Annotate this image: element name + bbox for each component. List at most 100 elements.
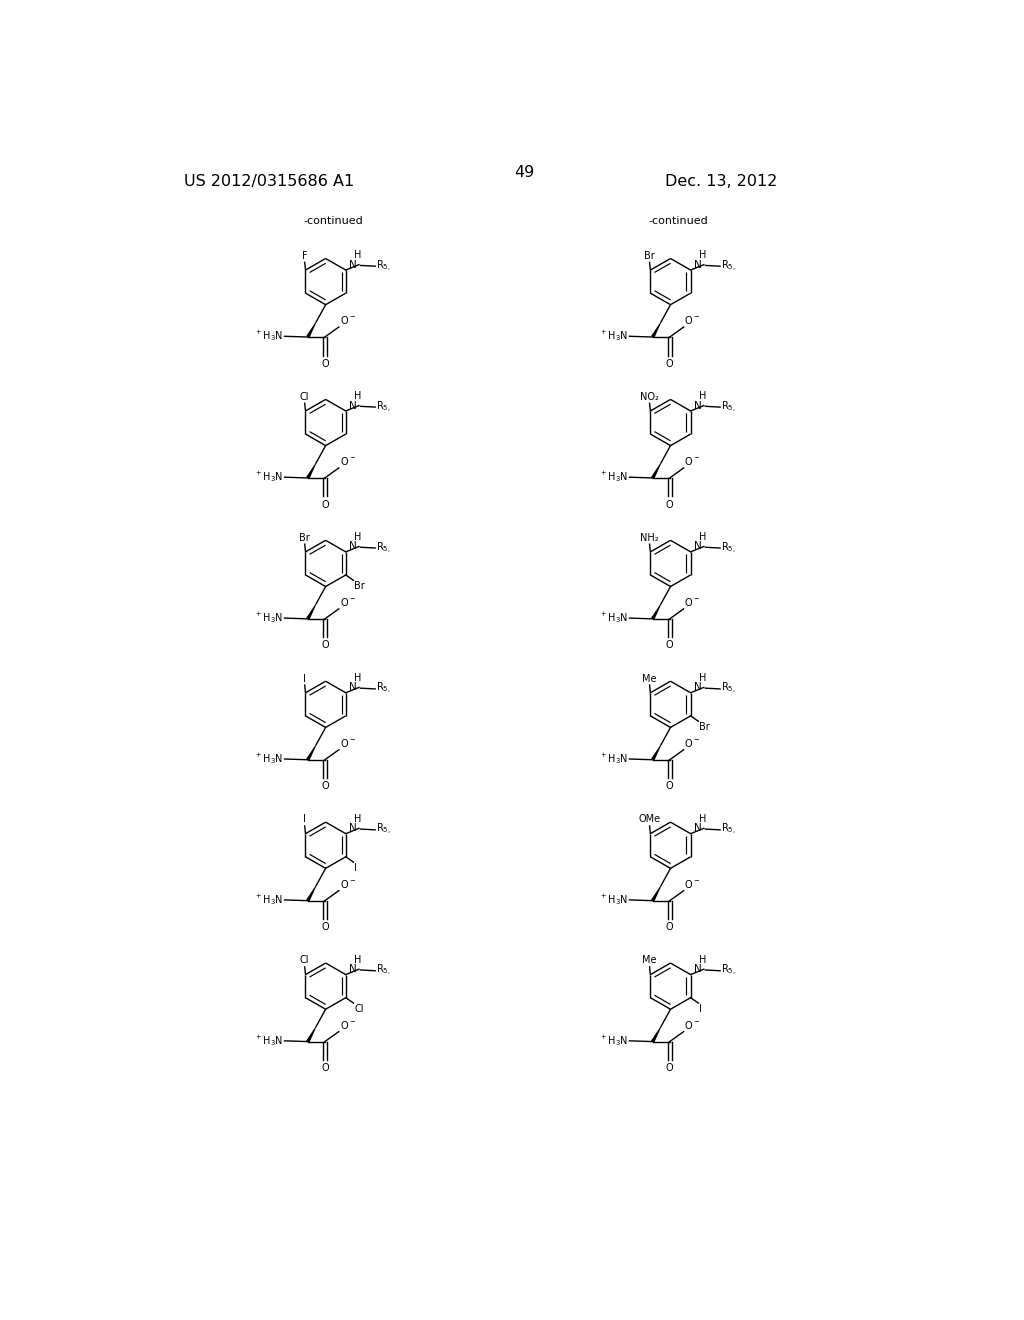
Text: R$_{5,}$: R$_{5,}$	[376, 964, 390, 978]
Text: R$_{5,}$: R$_{5,}$	[376, 400, 390, 414]
Text: R$_{5,}$: R$_{5,}$	[721, 259, 735, 273]
Text: N: N	[349, 964, 356, 974]
Text: US 2012/0315686 A1: US 2012/0315686 A1	[183, 174, 354, 189]
Polygon shape	[306, 322, 316, 338]
Text: $\mathregular{^+H_3N}$: $\mathregular{^+H_3N}$	[599, 470, 628, 484]
Text: N: N	[693, 541, 701, 552]
Text: R$_{5,}$: R$_{5,}$	[376, 681, 390, 697]
Text: R$_{5,}$: R$_{5,}$	[376, 259, 390, 273]
Text: R$_{5,}$: R$_{5,}$	[721, 540, 735, 556]
Text: Me: Me	[642, 673, 656, 684]
Text: F: F	[302, 251, 307, 261]
Text: H: H	[354, 673, 361, 682]
Text: O: O	[666, 499, 674, 510]
Text: O$^-$: O$^-$	[684, 1019, 700, 1031]
Text: H: H	[699, 813, 707, 824]
Text: NO₂: NO₂	[640, 392, 659, 401]
Text: N: N	[349, 682, 356, 693]
Text: O: O	[322, 359, 329, 368]
Text: O$^-$: O$^-$	[340, 1019, 355, 1031]
Polygon shape	[651, 1026, 662, 1043]
Text: I: I	[354, 863, 357, 873]
Text: Br: Br	[644, 251, 655, 261]
Text: O: O	[666, 923, 674, 932]
Text: O$^-$: O$^-$	[684, 455, 700, 467]
Polygon shape	[651, 462, 662, 479]
Text: H: H	[699, 673, 707, 682]
Text: N: N	[693, 260, 701, 269]
Polygon shape	[651, 322, 662, 338]
Text: O$^-$: O$^-$	[340, 455, 355, 467]
Polygon shape	[306, 886, 316, 902]
Text: Cl: Cl	[300, 956, 309, 965]
Text: Me: Me	[642, 956, 656, 965]
Text: O: O	[666, 1063, 674, 1073]
Text: N: N	[349, 400, 356, 411]
Text: O: O	[322, 923, 329, 932]
Text: H: H	[699, 532, 707, 543]
Text: H: H	[354, 249, 361, 260]
Text: Dec. 13, 2012: Dec. 13, 2012	[665, 174, 777, 189]
Text: H: H	[354, 954, 361, 965]
Text: H: H	[354, 813, 361, 824]
Polygon shape	[651, 603, 662, 620]
Text: I: I	[303, 814, 306, 825]
Text: N: N	[349, 541, 356, 552]
Text: O$^-$: O$^-$	[340, 314, 355, 326]
Text: $\mathregular{^+H_3N}$: $\mathregular{^+H_3N}$	[254, 751, 283, 766]
Polygon shape	[306, 744, 316, 760]
Text: Cl: Cl	[354, 1005, 364, 1014]
Text: O$^-$: O$^-$	[340, 878, 355, 890]
Text: O: O	[322, 499, 329, 510]
Text: Br: Br	[354, 581, 365, 591]
Text: OMe: OMe	[639, 814, 660, 825]
Text: O$^-$: O$^-$	[684, 878, 700, 890]
Text: H: H	[354, 391, 361, 401]
Polygon shape	[651, 886, 662, 902]
Text: O: O	[666, 359, 674, 368]
Text: H: H	[699, 954, 707, 965]
Text: Br: Br	[699, 722, 710, 733]
Text: $\mathregular{^+H_3N}$: $\mathregular{^+H_3N}$	[254, 892, 283, 907]
Text: $\mathregular{^+H_3N}$: $\mathregular{^+H_3N}$	[254, 610, 283, 626]
Text: -continued: -continued	[648, 216, 709, 226]
Text: R$_{5,}$: R$_{5,}$	[376, 540, 390, 556]
Text: $\mathregular{^+H_3N}$: $\mathregular{^+H_3N}$	[599, 329, 628, 343]
Polygon shape	[306, 603, 316, 620]
Text: N: N	[693, 682, 701, 693]
Text: R$_{5,}$: R$_{5,}$	[721, 822, 735, 837]
Text: R$_{5,}$: R$_{5,}$	[721, 964, 735, 978]
Text: O: O	[666, 781, 674, 791]
Text: R$_{5,}$: R$_{5,}$	[721, 400, 735, 414]
Text: $\mathregular{^+H_3N}$: $\mathregular{^+H_3N}$	[254, 329, 283, 343]
Text: I: I	[303, 673, 306, 684]
Text: O$^-$: O$^-$	[340, 597, 355, 609]
Text: O: O	[322, 640, 329, 651]
Text: $\mathregular{^+H_3N}$: $\mathregular{^+H_3N}$	[599, 610, 628, 626]
Text: N: N	[349, 260, 356, 269]
Text: O: O	[666, 640, 674, 651]
Text: R$_{5,}$: R$_{5,}$	[721, 681, 735, 697]
Text: I: I	[699, 1005, 702, 1014]
Text: $\mathregular{^+H_3N}$: $\mathregular{^+H_3N}$	[599, 1034, 628, 1048]
Text: O$^-$: O$^-$	[684, 737, 700, 748]
Text: H: H	[699, 249, 707, 260]
Text: Br: Br	[299, 533, 310, 543]
Text: NH₂: NH₂	[640, 533, 658, 543]
Polygon shape	[651, 744, 662, 760]
Text: -continued: -continued	[303, 216, 364, 226]
Text: H: H	[354, 532, 361, 543]
Text: R$_{5,}$: R$_{5,}$	[376, 822, 390, 837]
Text: N: N	[349, 824, 356, 833]
Text: N: N	[693, 400, 701, 411]
Polygon shape	[306, 1026, 316, 1043]
Text: O: O	[322, 781, 329, 791]
Text: N: N	[693, 824, 701, 833]
Text: Cl: Cl	[300, 392, 309, 401]
Text: O$^-$: O$^-$	[340, 737, 355, 748]
Text: $\mathregular{^+H_3N}$: $\mathregular{^+H_3N}$	[254, 470, 283, 484]
Text: $\mathregular{^+H_3N}$: $\mathregular{^+H_3N}$	[599, 751, 628, 766]
Text: N: N	[693, 964, 701, 974]
Text: O$^-$: O$^-$	[684, 597, 700, 609]
Text: O: O	[322, 1063, 329, 1073]
